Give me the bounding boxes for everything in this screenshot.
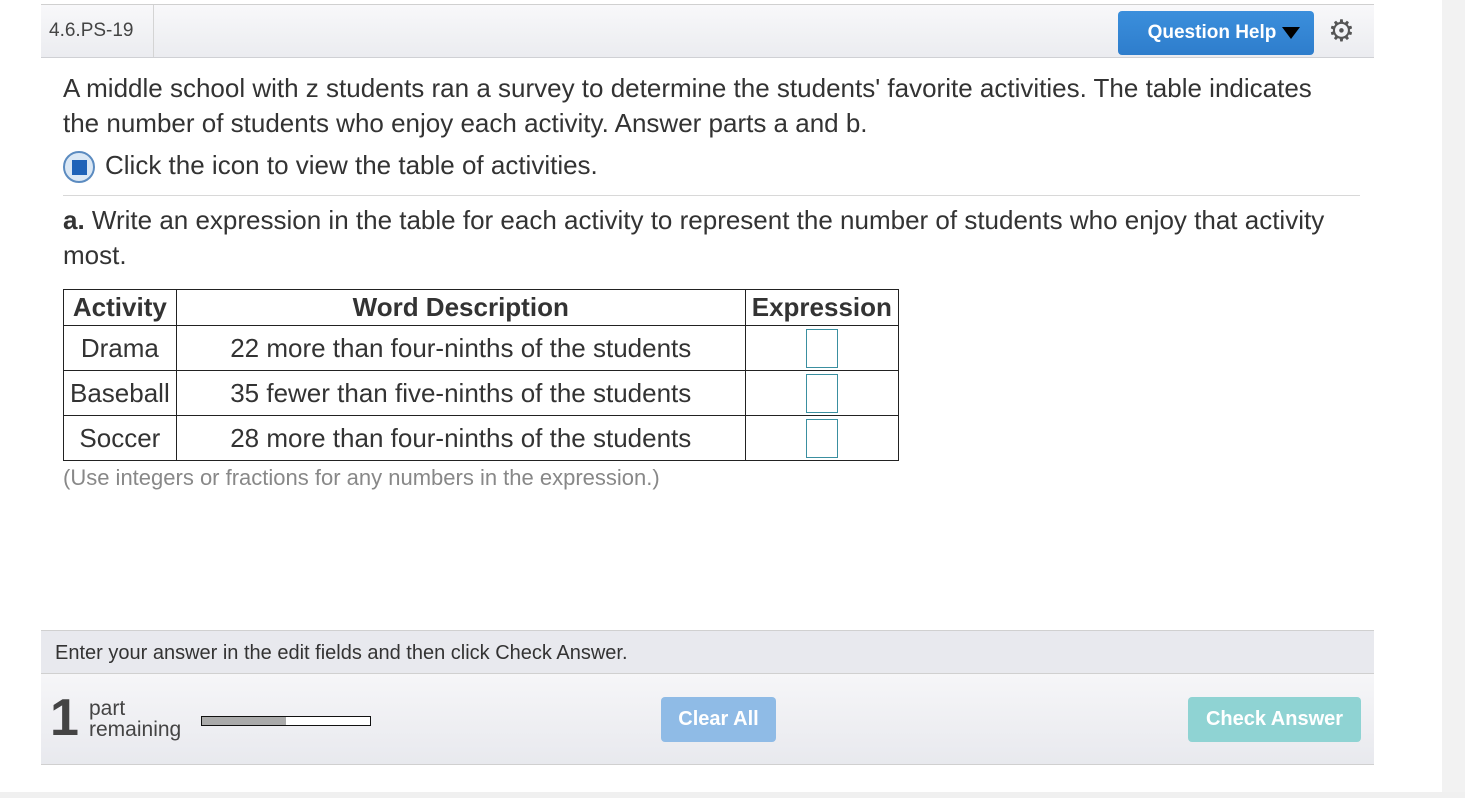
activity-cell: Baseball (63, 370, 177, 416)
activity-cell: Drama (63, 325, 177, 371)
question-help-button[interactable]: Question Help (1118, 11, 1314, 55)
progress-fill (202, 717, 286, 725)
description-cell: 35 fewer than five-ninths of the student… (175, 370, 746, 416)
table-icon[interactable] (63, 151, 95, 184)
expression-input-baseball[interactable] (805, 373, 838, 413)
table-row: Soccer 28 more than four-ninths of the s… (63, 415, 899, 461)
clear-all-button[interactable]: Clear All (661, 697, 776, 742)
gear-icon[interactable]: ⚙ (1328, 15, 1355, 48)
bottom-strip (0, 792, 1465, 798)
part-word: part (89, 697, 126, 720)
expression-input-drama[interactable] (805, 328, 838, 368)
question-intro: A middle school with z students ran a su… (63, 73, 1312, 138)
activity-cell: Soccer (63, 415, 177, 461)
parts-remaining-label: part remaining (89, 698, 181, 740)
header-expression: Expression (744, 289, 899, 326)
question-help-label: Question Help (1147, 22, 1277, 43)
caret-down-icon (1282, 26, 1301, 39)
view-table-text: Click the icon to view the table of acti… (105, 150, 598, 180)
instruction-bar: Enter your answer in the edit fields and… (41, 630, 1374, 674)
description-cell: 28 more than four-ninths of the students (175, 415, 746, 461)
header-description: Word Description (175, 289, 746, 326)
part-a-label: a. (63, 205, 85, 235)
answer-note: (Use integers or fractions for any numbe… (63, 465, 660, 490)
question-header: 4.6.PS-19 Question Help ⚙ (41, 4, 1374, 58)
question-id: 4.6.PS-19 (41, 5, 154, 57)
description-cell: 22 more than four-ninths of the students (175, 325, 746, 371)
progress-bar (201, 716, 371, 726)
divider (63, 195, 1360, 196)
table-row: Baseball 35 fewer than five-ninths of th… (63, 370, 899, 416)
expression-input-soccer[interactable] (805, 418, 838, 458)
parts-remaining-count: 1 (50, 689, 79, 747)
check-answer-button[interactable]: Check Answer (1188, 697, 1361, 742)
part-a-text: Write an expression in the table for eac… (63, 205, 1325, 270)
table-row: Drama 22 more than four-ninths of the st… (63, 325, 899, 371)
activity-table: Activity Word Description Expression Dra… (63, 289, 899, 461)
footer: 1 part remaining Clear All Check Answer (41, 674, 1374, 765)
view-table-row: Click the icon to view the table of acti… (63, 148, 598, 184)
scrollbar-track[interactable] (1442, 0, 1465, 798)
remaining-word: remaining (89, 718, 182, 741)
header-activity: Activity (63, 289, 177, 326)
part-a-prompt: a. Write an expression in the table for … (63, 203, 1353, 273)
